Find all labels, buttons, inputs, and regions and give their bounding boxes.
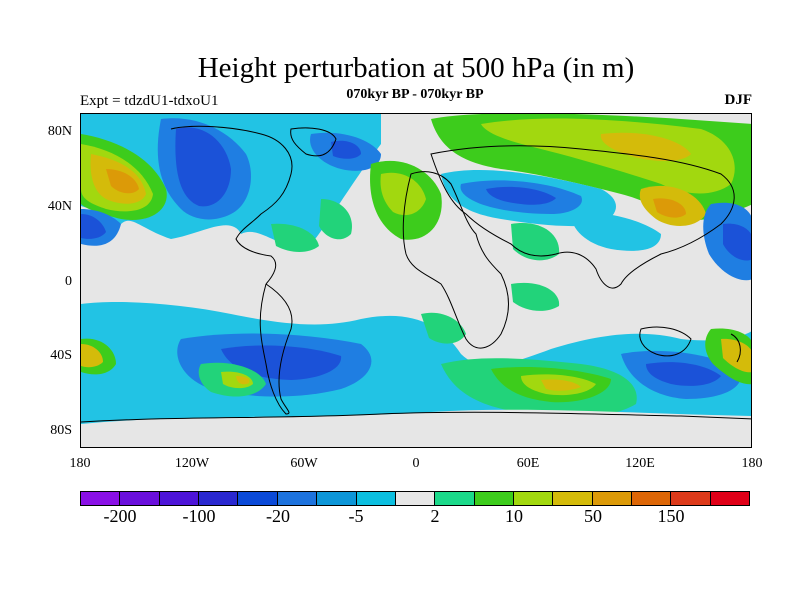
contour-fills [81,114,751,447]
colorbar-swatch [553,492,593,505]
colorbar-swatch [710,492,750,505]
colorbar-label: 150 [657,506,685,526]
chart-subtitle: 070kyr BP - 070kyr BP [346,87,484,102]
colorbar-swatch [395,492,436,505]
y-tick-40n: 40N [47,199,72,214]
colorbar-swatch [81,492,121,505]
y-tick-0: 0 [65,274,72,289]
colorbar-swatch [120,492,160,505]
colorbar-swatch [317,492,357,505]
colorbar-swatch [199,492,239,505]
x-tick-120e: 120E [625,456,655,471]
colorbar-swatch [671,492,711,505]
colorbar-swatch [632,492,672,505]
colorbar-label: -200 [103,506,137,526]
colorbar-label: -100 [182,506,216,526]
y-tick-40s: 40S [50,348,72,363]
colorbar [80,491,750,506]
x-tick-0: 0 [412,456,420,471]
coastlines [81,125,751,423]
colorbar-swatch [513,492,554,505]
chart-title: Height perturbation at 500 hPa (in m) [197,52,635,84]
x-tick-180w: 180 [69,456,91,471]
y-tick-80s: 80S [50,423,72,438]
colorbar-swatch [356,492,396,505]
experiment-label: Expt = tdzdU1-tdxoU1 [80,93,219,109]
colorbar-label: 10 [505,506,523,526]
colorbar-label: -5 [348,506,364,526]
colorbar-label: -20 [266,506,290,526]
season-label: DJF [724,92,753,108]
y-tick-80n: 80N [47,124,72,139]
map-panel [80,113,752,448]
colorbar-label: 50 [584,506,602,526]
x-tick-120w: 120W [174,456,210,471]
colorbar-swatch [435,492,475,505]
colorbar-label: 2 [430,506,440,526]
colorbar-swatch [238,492,278,505]
x-tick-180e: 180 [741,456,763,471]
x-tick-60w: 60W [290,456,318,471]
colorbar-swatch [474,492,514,505]
x-tick-60e: 60E [516,456,540,471]
colorbar-swatch [592,492,633,505]
colorbar-swatch [277,492,318,505]
colorbar-swatch [159,492,200,505]
contour-map [81,114,751,447]
